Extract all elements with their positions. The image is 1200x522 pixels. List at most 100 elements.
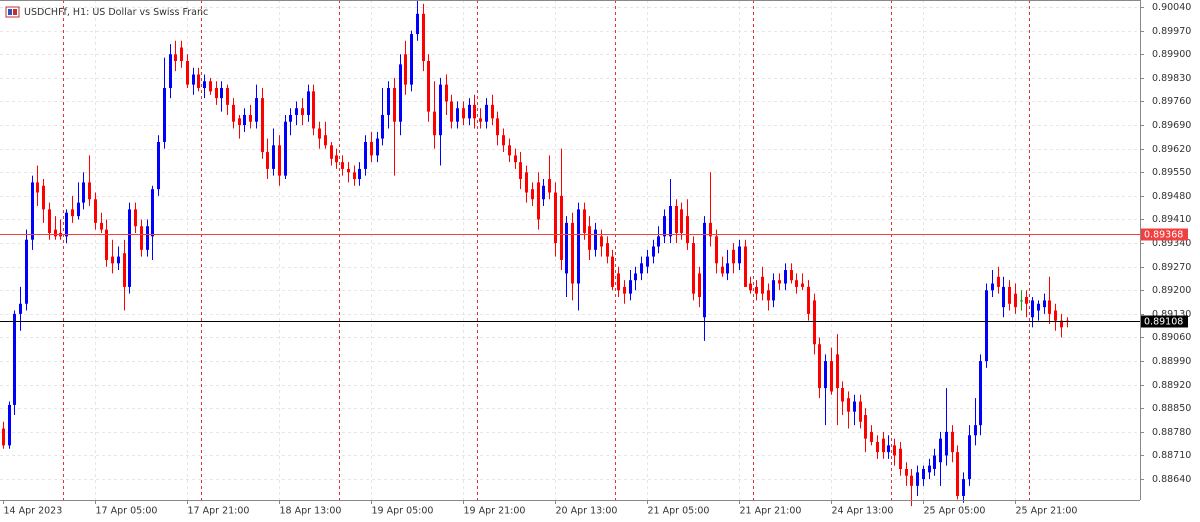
candle-body: [1037, 303, 1040, 311]
candle-body: [42, 185, 45, 210]
candle: [1037, 300, 1040, 321]
candle: [82, 172, 85, 210]
candle-body: [473, 104, 476, 119]
candle: [54, 216, 57, 240]
candle: [48, 202, 51, 240]
x-tick-label: 18 Apr 13:00: [280, 506, 342, 517]
candle-body: [611, 256, 614, 287]
candle-body: [36, 182, 39, 193]
candle-body: [663, 216, 666, 237]
candle-body: [192, 74, 195, 85]
candle-body: [255, 98, 258, 122]
candle: [583, 202, 586, 240]
candle: [456, 101, 459, 129]
candle: [755, 280, 758, 301]
candle-body: [341, 162, 344, 169]
candle: [749, 276, 752, 294]
candle: [341, 155, 344, 176]
candle-body: [709, 222, 712, 237]
x-tick-label: 17 Apr 05:00: [96, 506, 158, 517]
candle: [652, 239, 655, 264]
candle-body: [284, 121, 287, 176]
candle: [220, 81, 223, 112]
candle-body: [514, 155, 517, 163]
candle-body: [583, 209, 586, 233]
candle: [393, 77, 396, 176]
candles: [2, 0, 1069, 507]
candle-body: [899, 448, 902, 469]
candle: [13, 310, 16, 416]
candle-body: [692, 243, 695, 294]
candle-body: [537, 182, 540, 220]
candle-body: [571, 222, 574, 284]
candle: [859, 394, 862, 429]
candle: [979, 354, 982, 436]
candle: [266, 138, 269, 180]
candle: [169, 44, 172, 99]
candle: [238, 114, 241, 139]
candle-body: [433, 111, 436, 136]
overlay: 0.90040 0.89970 0.89900 0.89830 0.89760 0.896…: [0, 2, 1191, 517]
candle: [485, 98, 488, 129]
candle-body: [330, 145, 333, 159]
candle-body: [312, 91, 315, 129]
candle-body: [956, 452, 959, 496]
candle-body: [887, 445, 890, 453]
y-tick-label: 0.88710: [1152, 450, 1191, 461]
candle-body: [445, 84, 448, 102]
candle: [370, 131, 373, 163]
y-tick-label: 0.88920: [1152, 380, 1191, 391]
candle: [956, 445, 959, 500]
candle-body: [215, 87, 218, 99]
candle: [864, 408, 867, 453]
candle: [134, 202, 137, 233]
candle-body: [100, 222, 103, 230]
candle-body: [824, 361, 827, 389]
candle: [1060, 313, 1063, 338]
candle: [1014, 283, 1017, 314]
candle: [744, 239, 747, 287]
candle: [778, 273, 781, 291]
candle: [197, 67, 200, 92]
candle-body: [307, 91, 310, 115]
candle-body: [186, 61, 189, 85]
candle: [404, 40, 407, 95]
candle: [629, 270, 632, 301]
price-tag: [1141, 228, 1188, 241]
candle: [951, 425, 954, 463]
candle-body: [882, 438, 885, 453]
candle: [761, 266, 764, 301]
candle: [19, 286, 22, 331]
candle-body: [721, 266, 724, 274]
candle-body: [916, 472, 919, 486]
candle: [318, 121, 321, 149]
y-tick-label: 0.88780: [1152, 427, 1191, 438]
candle: [692, 236, 695, 301]
candle: [330, 141, 333, 166]
candle: [157, 135, 160, 196]
candle-body: [870, 431, 873, 443]
candle: [680, 202, 683, 240]
symbol-icon: [5, 6, 20, 18]
candle: [284, 114, 287, 180]
candle-body: [646, 256, 649, 267]
candle-body: [479, 118, 482, 122]
candle-body: [232, 104, 235, 122]
candle-body: [859, 401, 862, 422]
y-tick-label: 0.90040: [1152, 2, 1191, 13]
candle: [824, 354, 827, 426]
x-tick-label: 19 Apr 05:00: [372, 506, 434, 517]
candle-body: [163, 87, 166, 142]
candle: [215, 81, 218, 105]
candle: [422, 3, 425, 72]
candle-body: [289, 114, 292, 122]
candle: [893, 438, 896, 466]
candle-body: [933, 455, 936, 469]
candle-body: [410, 34, 413, 85]
candle-body: [243, 114, 246, 126]
candle-body: [801, 283, 804, 287]
candle-body: [910, 475, 913, 486]
candle-body: [318, 128, 321, 139]
candle-body: [94, 199, 97, 223]
candle-body: [1048, 300, 1051, 314]
